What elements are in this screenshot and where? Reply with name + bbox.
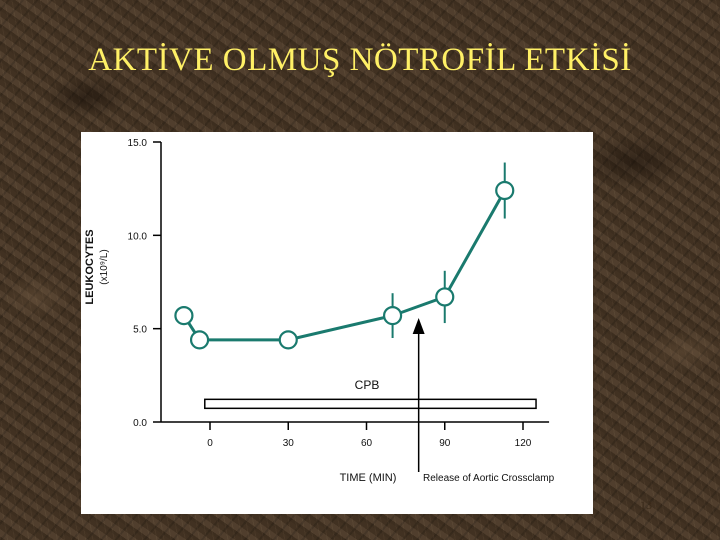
x-tick-label: 120	[515, 438, 532, 449]
chart-axes: 15.0 10.0 5.0 0.0 0 30 60 90 120	[128, 138, 550, 449]
data-point	[278, 330, 298, 350]
y-tick-label: 15.0	[128, 138, 148, 149]
y-tick-label: 5.0	[133, 325, 147, 336]
data-point	[189, 330, 210, 350]
slide-title: AKTİVE OLMUŞ NÖTROFİL ETKİSİ	[88, 42, 632, 78]
x-tick-label: 60	[361, 438, 373, 449]
x-tick-label: 0	[207, 438, 213, 449]
chart-annotations	[204, 318, 537, 472]
x-tick-label: 30	[283, 438, 295, 449]
chart-panel: 15.0 10.0 5.0 0.0 0 30 60 90 120 LEUKOCYTES (x10…	[81, 132, 593, 514]
y-axis-label: LEUKOCYTES	[84, 229, 96, 304]
arrow-annotation-label: Release of Aortic Crossclamp	[423, 473, 555, 484]
series-line	[182, 189, 507, 342]
slide-number: 13	[640, 498, 652, 512]
data-point	[495, 180, 515, 201]
data-point	[382, 306, 403, 326]
x-axis-label: TIME (MIN)	[340, 472, 397, 484]
chart-series	[174, 162, 515, 350]
cpb-bar-label: CPB	[355, 378, 380, 392]
data-point	[174, 306, 194, 326]
x-tick-label: 90	[439, 438, 451, 449]
y-tick-label: 10.0	[128, 231, 148, 242]
y-tick-label: 0.0	[133, 418, 147, 429]
leukocyte-chart: 15.0 10.0 5.0 0.0 0 30 60 90 120 LEUKOCYTES (x10…	[84, 138, 555, 484]
data-point	[435, 287, 455, 307]
cpb-bar	[204, 398, 537, 410]
crossclamp-arrow-head	[412, 318, 425, 334]
y-axis-unit-label: (x10⁹/L)	[99, 249, 110, 284]
